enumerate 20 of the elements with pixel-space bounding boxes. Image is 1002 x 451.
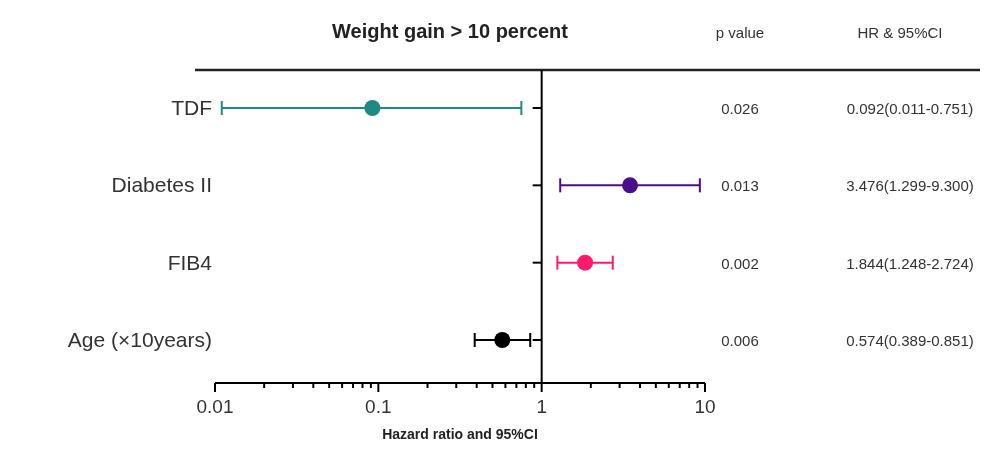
text: 0.013 — [721, 177, 759, 195]
chart-title: Weight gain > 10 percent — [332, 20, 569, 42]
y-tick-label: Age (×10years) — [67, 328, 212, 351]
x-axis-title: Hazard ratio and 95%CI — [382, 426, 538, 442]
data-label: 0.574(0.389-0.851) — [846, 332, 974, 349]
x-tick-label: 10 — [694, 396, 716, 417]
text: p value — [715, 24, 765, 41]
y-tick-label: Diabetes II — [111, 173, 212, 197]
x-tick-label: 0.01 — [196, 396, 234, 417]
text: HR & 95%CI — [857, 24, 943, 41]
data-label: 0.092(0.011-0.751) — [846, 100, 974, 117]
y-tick-label: FIB4 — [167, 250, 213, 274]
x-tick-label: 1 — [536, 396, 547, 417]
text: 0.026 — [721, 100, 759, 117]
y-tick-label: TDF — [171, 96, 212, 119]
text: 0.002 — [721, 254, 759, 272]
text: 0.006 — [721, 332, 759, 349]
data-label: 3.476(1.299-9.300) — [846, 177, 974, 195]
data-label: 1.844(1.248-2.724) — [846, 254, 974, 272]
x-tick-label: 0.1 — [365, 396, 392, 417]
